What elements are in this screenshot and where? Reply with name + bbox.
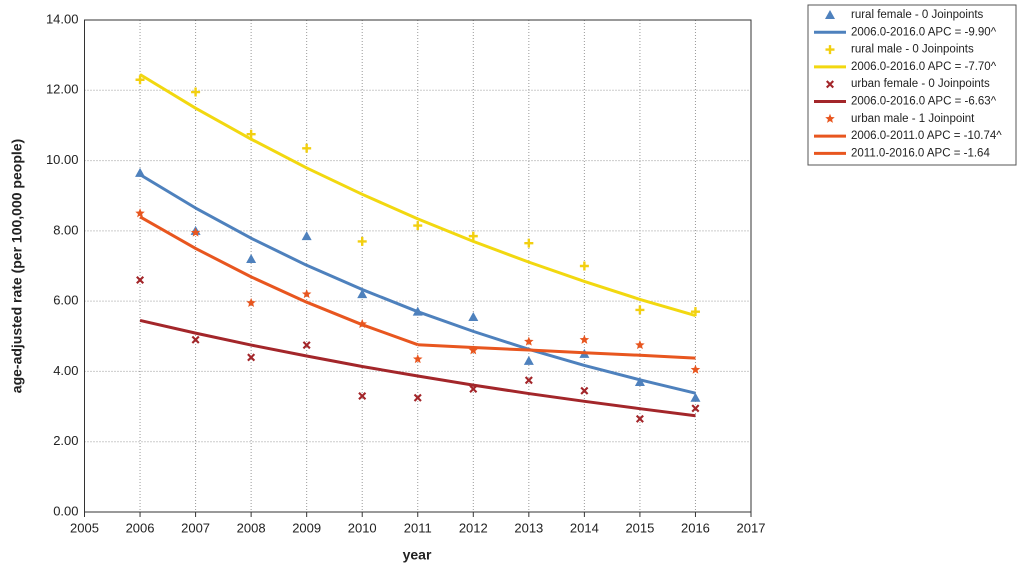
x-tick-label: 2009 — [292, 520, 321, 535]
data-point — [691, 404, 700, 413]
legend-label: 2006.0-2016.0 APC = -9.90^ — [851, 26, 997, 38]
data-point — [190, 227, 201, 237]
y-axis-title: age-adjusted rate (per 100,000 people) — [9, 139, 25, 393]
data-point — [247, 353, 256, 362]
data-point — [136, 276, 145, 285]
data-point — [634, 376, 645, 386]
data-point — [468, 311, 479, 321]
plot-frame — [84, 19, 752, 513]
data-point — [524, 238, 534, 248]
x-axis-title: year — [403, 547, 432, 563]
data-point — [690, 392, 701, 402]
x-tick-label: 2006 — [126, 520, 155, 535]
y-tick-label: 8.00 — [53, 222, 78, 237]
data-point — [357, 289, 368, 299]
fit-line — [139, 319, 696, 418]
data-point — [302, 341, 311, 350]
data-point — [301, 231, 312, 241]
data-point — [191, 87, 201, 97]
data-point — [135, 75, 145, 85]
y-tick-label: 10.00 — [46, 152, 79, 167]
legend-label: rural female - 0 Joinpoints — [851, 9, 984, 21]
data-point — [246, 297, 256, 307]
fit-line — [139, 215, 419, 347]
data-point — [690, 307, 700, 317]
data-point — [468, 345, 479, 355]
data-point — [635, 305, 645, 315]
fit-line — [417, 343, 696, 360]
x-tick-label: 2008 — [237, 520, 266, 535]
x-tick-label: 2005 — [70, 520, 99, 535]
x-tick-label: 2012 — [459, 520, 488, 535]
x-tick-label: 2017 — [737, 520, 766, 535]
y-tick-label: 12.00 — [46, 82, 79, 97]
data-point — [357, 236, 367, 246]
fit-line — [139, 173, 696, 395]
legend-label: 2006.0-2011.0 APC = -10.74^ — [851, 130, 1002, 142]
x-tick-label: 2013 — [514, 520, 543, 535]
data-point — [302, 143, 312, 153]
data-point — [301, 289, 312, 299]
data-point — [135, 208, 145, 218]
data-point — [635, 340, 645, 350]
legend-marker — [826, 80, 834, 89]
legend-marker — [825, 10, 835, 19]
y-tick-label: 6.00 — [53, 293, 78, 308]
data-point — [690, 364, 701, 374]
data-point — [580, 386, 589, 395]
x-tick-label: 2016 — [681, 520, 710, 535]
data-point — [579, 261, 589, 271]
x-tick-label: 2011 — [404, 520, 432, 535]
data-point — [413, 221, 423, 231]
data-point — [413, 393, 422, 402]
data-point — [358, 392, 367, 401]
legend-marker — [825, 113, 835, 123]
x-tick-label: 2015 — [625, 520, 654, 535]
y-tick-label: 4.00 — [53, 363, 78, 378]
legend-label: 2011.0-2016.0 APC = -1.64 — [851, 147, 990, 159]
y-tick-label: 2.00 — [53, 433, 78, 448]
data-point — [524, 336, 534, 346]
legend-marker — [825, 45, 835, 55]
y-tick-label: 0.00 — [53, 503, 78, 518]
x-tick-label: 2010 — [348, 520, 377, 535]
legend-label: rural male - 0 Joinpoints — [851, 44, 974, 56]
x-tick-label: 2014 — [570, 520, 599, 535]
data-point — [523, 355, 534, 365]
legend-label: urban female - 0 Joinpoints — [851, 78, 990, 90]
legend-label: urban male - 1 Joinpoint — [851, 113, 975, 125]
y-tick-label: 14.00 — [46, 11, 79, 26]
x-tick-label: 2007 — [181, 520, 210, 535]
data-point — [524, 376, 533, 385]
data-point — [246, 129, 256, 139]
legend-label: 2006.0-2016.0 APC = -7.70^ — [851, 61, 997, 73]
data-point — [469, 385, 478, 393]
data-point — [635, 414, 644, 423]
fit-line — [139, 73, 696, 317]
data-point — [579, 334, 590, 344]
legend-label: 2006.0-2016.0 APC = -6.63^ — [851, 96, 997, 108]
data-point — [246, 253, 257, 263]
data-point — [412, 354, 423, 364]
data-point — [468, 231, 478, 241]
data-point — [191, 335, 200, 344]
